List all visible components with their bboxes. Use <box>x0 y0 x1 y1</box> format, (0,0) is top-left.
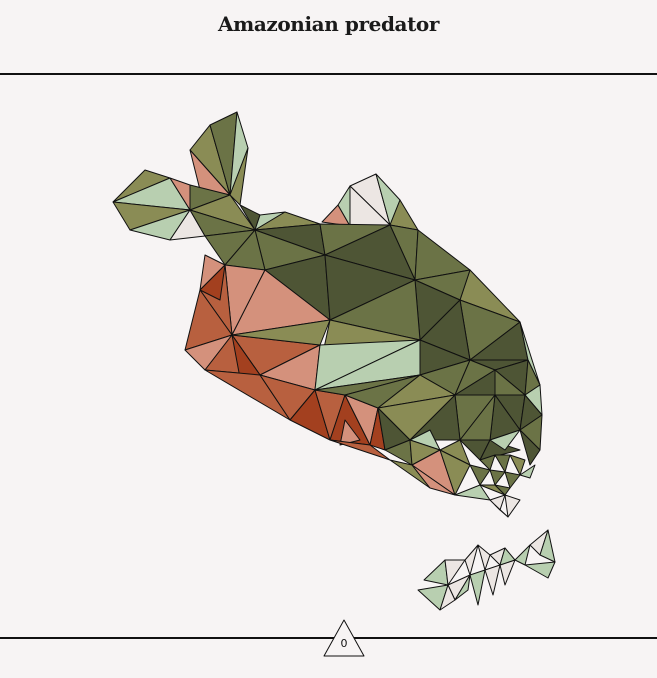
page-title: Amazonian predator <box>217 12 440 36</box>
triangle-icon <box>323 619 365 657</box>
score-value: 0 <box>340 637 348 650</box>
piranha[interactable] <box>112 111 543 518</box>
bottom-divider <box>0 637 657 639</box>
top-divider <box>0 73 657 75</box>
fish-bone[interactable] <box>417 529 556 611</box>
score-counter: 0 <box>322 618 366 658</box>
game-scene[interactable] <box>0 76 657 636</box>
